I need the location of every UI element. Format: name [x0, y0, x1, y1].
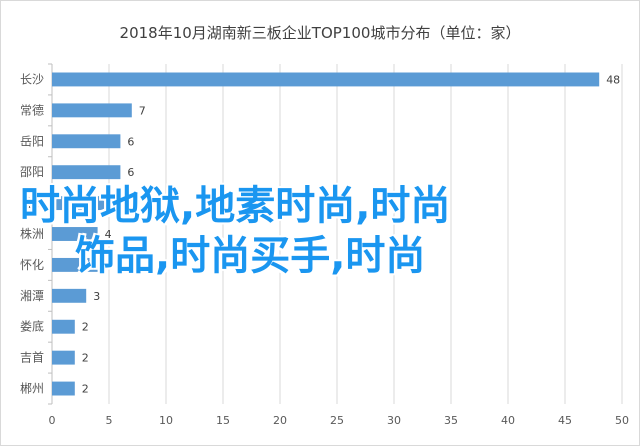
x-tick-label: 30 [387, 414, 401, 427]
category-label: 湘潭 [20, 288, 44, 303]
x-tick-label: 10 [159, 414, 173, 427]
category-label: 岳阳 [20, 134, 44, 148]
chart-title: 2018年10月湖南新三板企业TOP100城市分布（单位：家） [119, 24, 521, 42]
x-tick-label: 0 [49, 414, 56, 427]
category-label: 怀化 [20, 258, 44, 272]
data-label: 5 [116, 197, 123, 210]
x-tick-label: 35 [444, 414, 458, 427]
x-tick-label: 45 [558, 414, 572, 427]
x-tick-label: 20 [273, 414, 287, 427]
data-label: 7 [139, 104, 146, 117]
category-label: 株洲 [20, 226, 44, 241]
bar [52, 350, 75, 365]
data-label: 6 [127, 135, 134, 148]
data-label: 2 [82, 321, 89, 334]
bar [52, 72, 600, 87]
category-label: 长沙 [20, 72, 44, 86]
x-tick-label: 25 [330, 414, 344, 427]
bar [52, 288, 87, 303]
overlay-text-line-2: 饰品,时尚买手,时尚 [75, 233, 426, 279]
bar [52, 134, 121, 149]
category-label: 益阳 [20, 196, 44, 210]
category-label: 吉首 [20, 351, 44, 365]
category-label: 娄底 [20, 319, 44, 334]
x-tick-label: 15 [216, 414, 230, 427]
bar [52, 381, 75, 396]
data-label: 2 [82, 352, 89, 365]
category-label: 郴州 [20, 382, 44, 396]
data-label: 2 [82, 383, 89, 396]
bar [52, 103, 132, 118]
x-tick-label: 40 [501, 414, 515, 427]
x-tick-label: 5 [106, 414, 113, 427]
bar [52, 257, 98, 272]
data-label: 4 [105, 228, 112, 241]
category-label: 邵阳 [20, 165, 44, 179]
overlay-text-line-1: 时尚地狱,地素时尚,时尚 [20, 183, 451, 229]
bar [52, 319, 75, 334]
data-label: 4 [105, 259, 112, 272]
bar [52, 165, 121, 180]
bar [52, 227, 98, 241]
data-label: 3 [93, 290, 100, 303]
data-label: 6 [127, 166, 134, 179]
category-label: 常德 [20, 102, 44, 117]
bar [52, 196, 109, 211]
data-label: 48 [606, 73, 620, 86]
x-tick-label: 50 [615, 414, 629, 427]
